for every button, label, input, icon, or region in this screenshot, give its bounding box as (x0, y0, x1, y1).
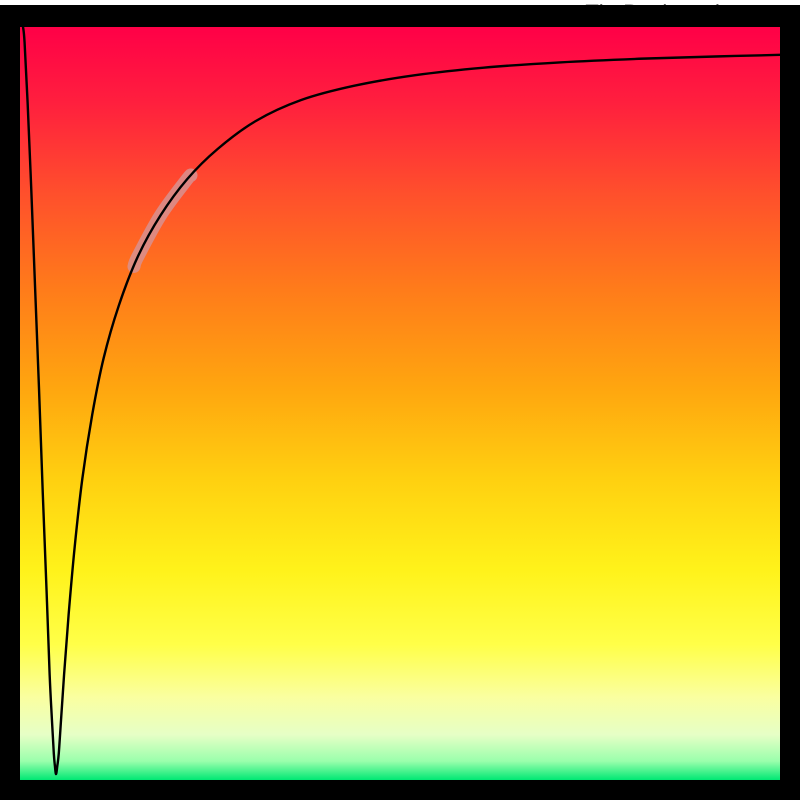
bottleneck-chart (0, 0, 800, 800)
chart-container: TheBottlenecker.com (0, 0, 800, 800)
chart-background (20, 27, 780, 780)
